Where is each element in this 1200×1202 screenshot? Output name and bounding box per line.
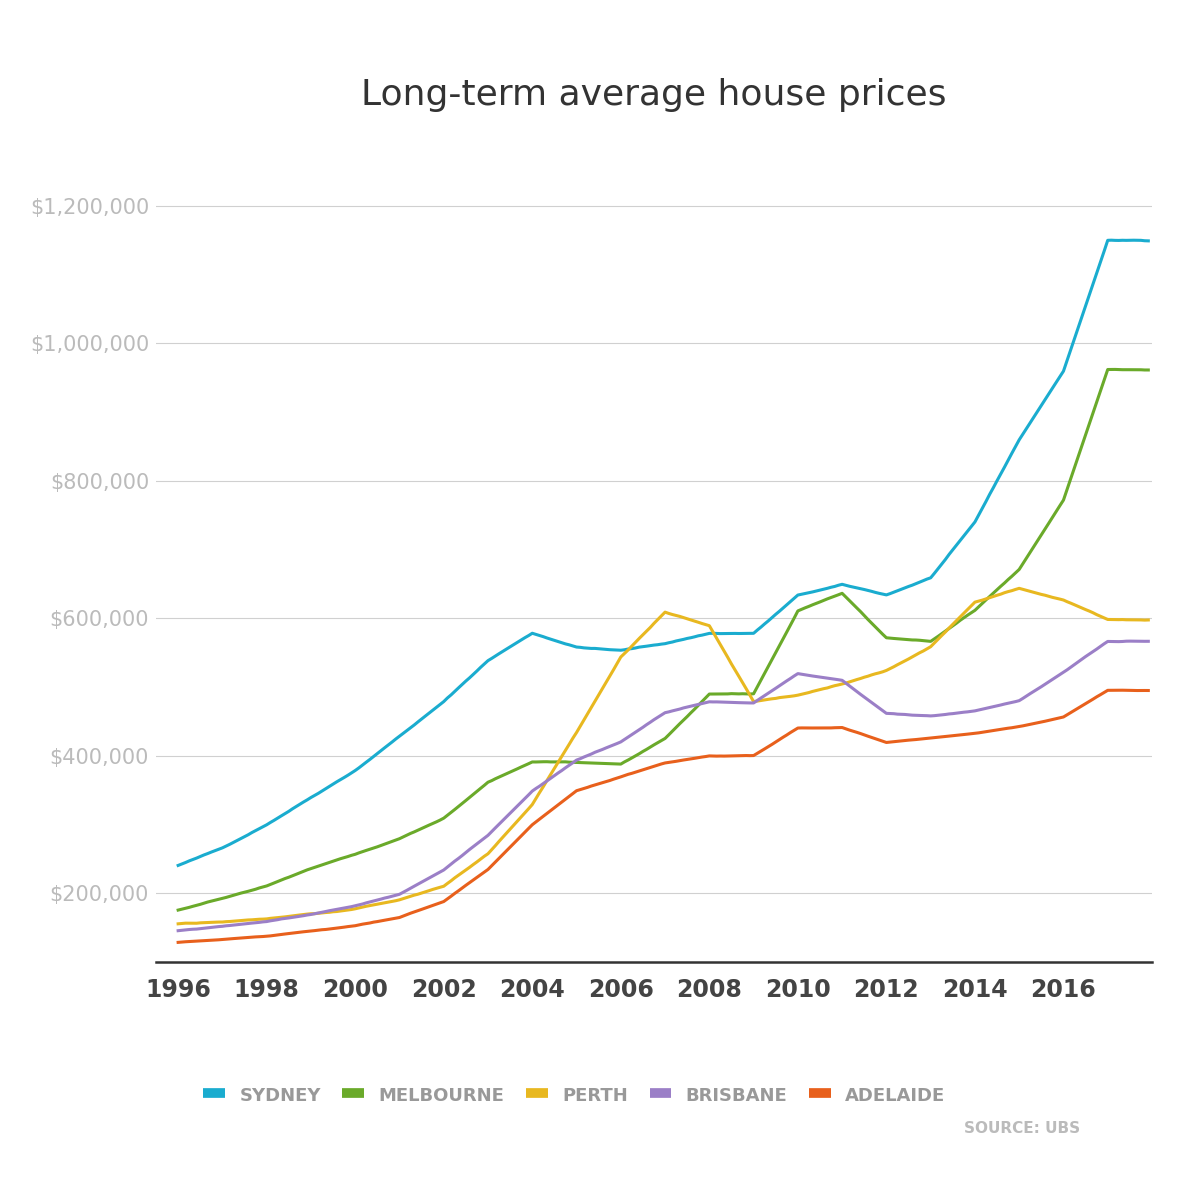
- Title: Long-term average house prices: Long-term average house prices: [361, 78, 947, 112]
- Text: SOURCE: UBS: SOURCE: UBS: [964, 1121, 1080, 1136]
- Legend: SYDNEY, MELBOURNE, PERTH, BRISBANE, ADELAIDE: SYDNEY, MELBOURNE, PERTH, BRISBANE, ADEL…: [196, 1077, 953, 1113]
